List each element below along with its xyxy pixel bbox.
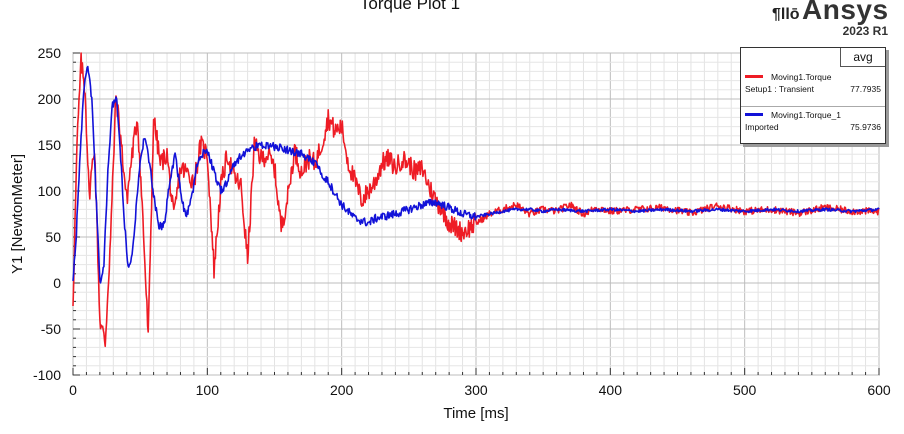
y-tick-label: 0	[53, 275, 61, 291]
legend-entry-torque[interactable]: Moving1.Torque Setup1 : Transient 77.793…	[741, 68, 885, 107]
legend-series-avg: 75.9736	[850, 122, 881, 132]
legend-avg-header: avg	[840, 48, 885, 67]
legend-series-avg: 77.7935	[850, 84, 881, 94]
x-tick-label: 400	[599, 382, 623, 398]
x-axis-label: Time [ms]	[443, 405, 508, 422]
y-tick-label: 50	[45, 229, 61, 245]
ansys-logo-mark: ¶llō	[772, 6, 800, 23]
ansys-logo: ¶llō Ansys 2023 R1	[770, 0, 894, 42]
legend-swatch-blue	[745, 113, 763, 116]
ansys-logo-name: Ansys	[802, 0, 889, 25]
series-lines	[72, 52, 880, 348]
y-tick-label: 200	[38, 91, 62, 107]
x-tick-label: 300	[464, 382, 488, 398]
y-tick-label: -50	[41, 321, 61, 337]
legend-swatch-red	[745, 75, 763, 78]
y-axis-label: Y1 [NewtonMeter]	[9, 154, 26, 274]
y-tick-label: 250	[38, 45, 62, 61]
series-line-torque-1	[72, 65, 880, 284]
legend-series-source: Imported	[745, 122, 779, 132]
legend-series-name: Moving1.Torque_1	[771, 110, 841, 120]
y-tick-label: 100	[38, 183, 62, 199]
y-tick-label: 150	[38, 137, 62, 153]
x-tick-label: 500	[733, 382, 757, 398]
x-tick-label: 0	[69, 382, 77, 398]
chart-title: Torque Plot 1	[359, 0, 461, 13]
x-tick-label: 100	[196, 382, 220, 398]
legend-entry-torque-1[interactable]: Moving1.Torque_1 Imported 75.9736	[741, 106, 885, 144]
legend-series-name: Moving1.Torque	[771, 72, 832, 82]
x-tick-label: 200	[330, 382, 354, 398]
x-tick-label: 600	[867, 382, 891, 398]
axis-ticks: 0 100 200 300 400 500 600 -100 -50 0 50 100 150 200 25…	[33, 45, 891, 398]
ansys-version: 2023 R1	[842, 24, 888, 38]
y-tick-label: -100	[33, 367, 61, 383]
legend-box: avg Moving1.Torque Setup1 : Transient 77…	[740, 47, 886, 144]
legend-series-source: Setup1 : Transient	[745, 84, 814, 94]
